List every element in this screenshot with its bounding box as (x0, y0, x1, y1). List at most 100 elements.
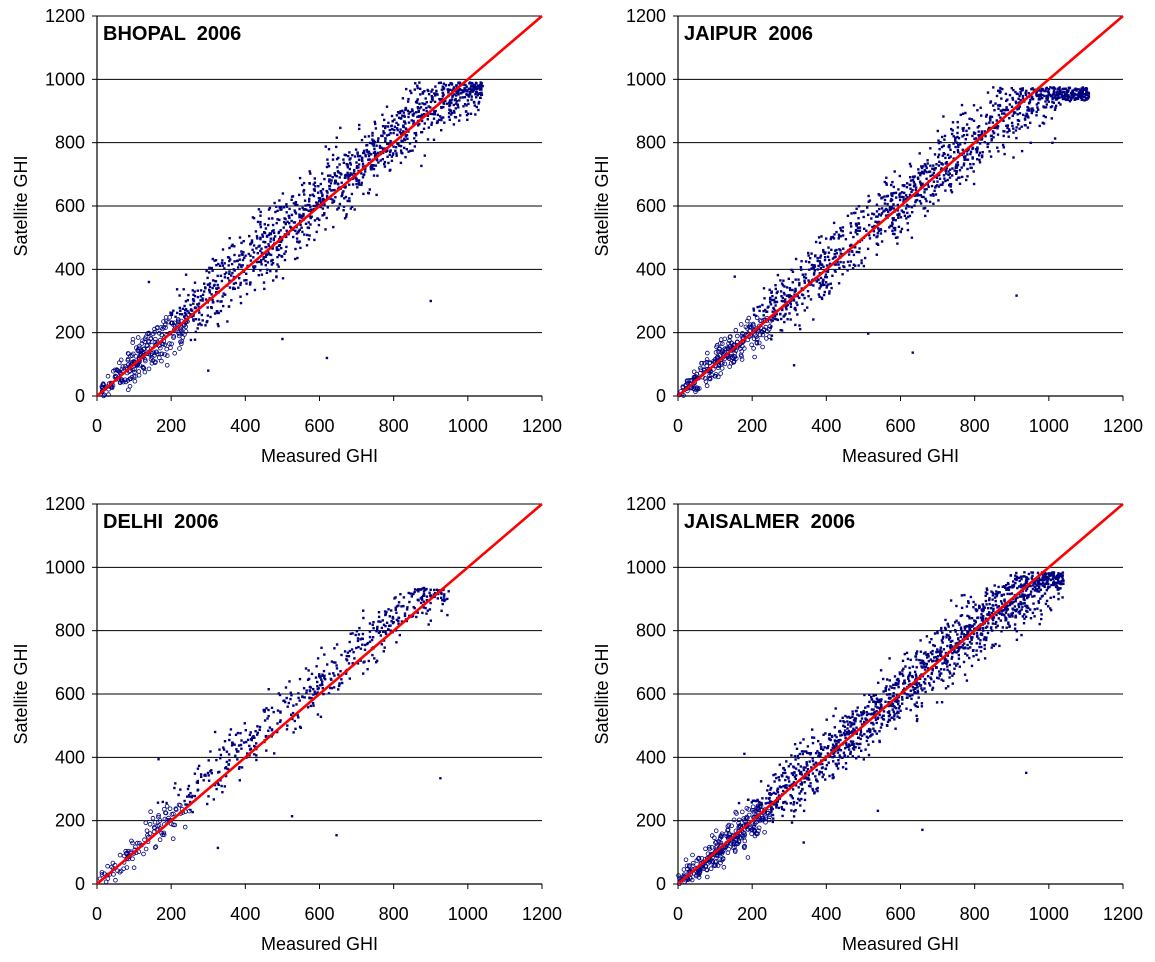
scatter-point (425, 612, 427, 614)
scatter-point (962, 113, 964, 115)
scatter-point (966, 123, 968, 125)
scatter-point (860, 262, 862, 264)
scatter-point (818, 293, 820, 295)
scatter-point (398, 117, 400, 119)
scatter-point (881, 723, 883, 725)
scatter-point (852, 713, 854, 715)
scatter-point (1032, 602, 1034, 604)
scatter-point (344, 217, 346, 219)
scatter-point (916, 686, 918, 688)
scatter-point (421, 102, 423, 104)
scatter-point (236, 758, 238, 760)
scatter-point (951, 640, 953, 642)
scatter-point (430, 620, 432, 622)
scatter-point (902, 196, 904, 198)
scatter-point (383, 163, 385, 165)
scatter-point (192, 303, 194, 305)
scatter-point (824, 291, 826, 293)
scatter-point (356, 630, 358, 632)
scatter-point (692, 370, 696, 374)
scatter-point (306, 244, 308, 246)
scatter-point (987, 622, 989, 624)
scatter-point (1023, 571, 1025, 573)
scatter-point (259, 215, 261, 217)
scatter-point (901, 209, 903, 211)
scatter-point (902, 675, 904, 677)
scatter-point (357, 640, 359, 642)
scatter-point (226, 320, 228, 322)
scatter-point (953, 135, 955, 137)
scatter-point (832, 760, 834, 762)
scatter-point (810, 298, 812, 300)
scatter-point (863, 733, 865, 735)
scatter-point (906, 182, 908, 184)
scatter-point (827, 283, 829, 285)
scatter-point (902, 660, 904, 662)
scatter-point (414, 591, 416, 593)
scatter-point (286, 724, 288, 726)
scatter-point (976, 158, 978, 160)
scatter-point (378, 616, 380, 618)
scatter-point (949, 169, 951, 171)
scatter-point (964, 628, 966, 630)
scatter-point (324, 228, 326, 230)
scatter-point (1025, 115, 1027, 117)
scatter-point (834, 253, 836, 255)
scatter-point (189, 792, 191, 794)
scatter-point (353, 657, 355, 659)
scatter-point (427, 138, 429, 140)
scatter-point (217, 771, 219, 773)
scatter-point (372, 636, 374, 638)
scatter-point (331, 660, 333, 662)
scatter-point (208, 759, 210, 761)
scatter-point (228, 247, 230, 249)
scatter-point (269, 726, 271, 728)
scatter-point (867, 705, 869, 707)
scatter-point (336, 667, 338, 669)
scatter-point (330, 179, 332, 181)
scatter-point (838, 282, 840, 284)
scatter-point (368, 135, 370, 137)
scatter-point (455, 98, 457, 100)
scatter-point (858, 222, 860, 224)
scatter-point (734, 328, 738, 332)
scatter-point (960, 114, 962, 116)
scatter-point (1031, 107, 1033, 109)
scatter-point (244, 255, 246, 257)
scatter-point (303, 189, 305, 191)
scatter-point (971, 665, 973, 667)
scatter-point (928, 186, 930, 188)
scatter-point (132, 866, 136, 870)
scatter-point (144, 847, 148, 851)
scatter-point (778, 776, 780, 778)
x-tick-label: 1200 (522, 416, 562, 436)
scatter-point (793, 364, 795, 366)
scatter-point (430, 300, 432, 302)
scatter-point (405, 107, 407, 109)
scatter-point (362, 661, 364, 663)
scatter-point (418, 103, 420, 105)
scatter-point (909, 215, 911, 217)
scatter-point (197, 296, 199, 298)
scatter-point (217, 287, 219, 289)
scatter-point (458, 99, 460, 101)
scatter-point (992, 610, 994, 612)
scatter-point (421, 612, 423, 614)
scatter-point (870, 696, 872, 698)
scatter-point (885, 208, 887, 210)
scatter-point (1012, 115, 1014, 117)
scatter-point (215, 280, 217, 282)
scatter-point (194, 795, 196, 797)
scatter-point (468, 88, 470, 90)
scatter-point (876, 243, 878, 245)
scatter-point (231, 741, 233, 743)
scatter-point (996, 147, 998, 149)
scatter-point (806, 306, 808, 308)
x-tick-label: 200 (156, 904, 186, 924)
scatter-point (795, 258, 797, 260)
scatter-point (257, 252, 259, 254)
scatter-point (342, 209, 344, 211)
scatter-point (961, 176, 963, 178)
scatter-point (264, 232, 266, 234)
